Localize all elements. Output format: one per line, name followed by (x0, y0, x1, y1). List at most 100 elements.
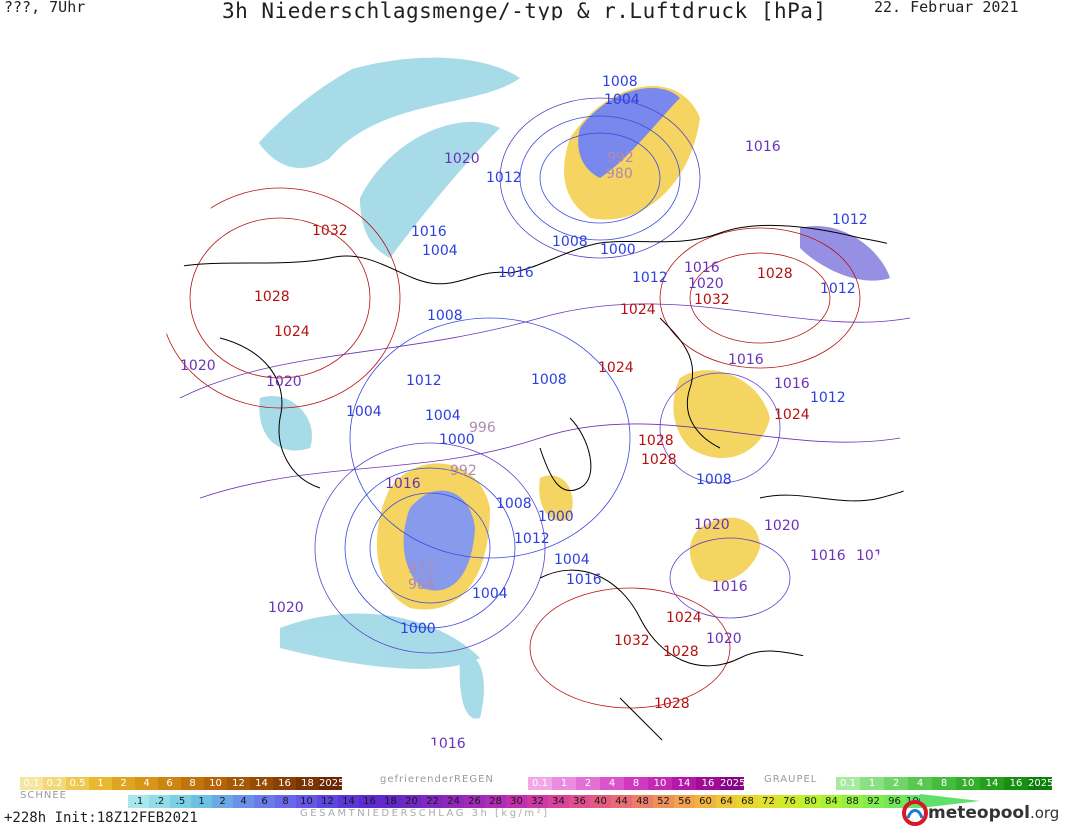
pressure-label: 1004 (346, 404, 382, 420)
legend-swatch: 80 (800, 795, 821, 808)
pressure-label: 1004 (425, 408, 461, 424)
meteopool-logo[interactable]: meteopool.org (902, 800, 1059, 826)
pressure-label: 1032 (694, 292, 730, 308)
freezing-rain-legend-title: gefrierenderREGEN (380, 774, 494, 785)
pressure-label: 984 (408, 577, 435, 593)
legend-swatch: 64 (716, 795, 737, 808)
pressure-label: 996 (469, 420, 496, 436)
legend-arrow-icon (920, 794, 980, 808)
pressure-label: 992 (607, 150, 634, 166)
legend-swatch: 0.2 (43, 777, 66, 790)
legend-swatch: 1 (89, 777, 112, 790)
legend-swatch: 4 (908, 777, 932, 790)
legend-swatch: 6 (158, 777, 181, 790)
legend-swatch: 28 (485, 795, 506, 808)
legend-swatch: 0.5 (66, 777, 89, 790)
legend-swatch: 36 (569, 795, 590, 808)
pressure-label: 1000 (600, 242, 636, 258)
pressure-label: 1020 (694, 517, 730, 533)
legend-swatch: 1 (860, 777, 884, 790)
legend-swatch: 8 (181, 777, 204, 790)
legend-swatch: 96 (884, 795, 905, 808)
legend-swatch: 22 (422, 795, 443, 808)
pressure-label: 1016 (498, 265, 534, 281)
legend-swatch: 32 (527, 795, 548, 808)
pressure-label: 1012 (406, 373, 442, 389)
pressure-label: 1008 (427, 308, 463, 324)
legend-swatch: 18 (380, 795, 401, 808)
legend-swatch: 0.1 (836, 777, 860, 790)
chart-title: 3h Niederschlagsmenge/-typ & r.Luftdruck… (222, 0, 827, 23)
pressure-label: 1016 (430, 736, 466, 752)
pressure-label: 1008 (602, 74, 638, 90)
pressure-label: 1016 (684, 260, 720, 276)
legend-swatch: 2025+ (1028, 777, 1052, 790)
pressure-label: 1024 (620, 302, 656, 318)
pressure-label: 1016 (566, 572, 602, 588)
legend-swatch: 56 (674, 795, 695, 808)
legend-swatch: 60 (695, 795, 716, 808)
legend-swatch: 8 (932, 777, 956, 790)
legend-swatch: 44 (611, 795, 632, 808)
legend-swatch: 40 (590, 795, 611, 808)
pressure-label: 1004 (554, 552, 590, 568)
pressure-label: 1020 (706, 631, 742, 647)
legend-swatch: .1 (128, 795, 149, 808)
pressure-label: 1012 (810, 390, 846, 406)
isobars (162, 97, 911, 709)
legend-swatch: 6 (254, 795, 275, 808)
legend-swatch: 0.1 (528, 777, 552, 790)
pressure-label: 1020 (764, 518, 800, 534)
legend-swatch: 12 (317, 795, 338, 808)
meteopool-logo-icon (902, 800, 928, 826)
pressure-label: 1020 (180, 358, 216, 374)
legend-swatch: 88 (842, 795, 863, 808)
legend-swatch: 8 (275, 795, 296, 808)
legend-swatch: 76 (779, 795, 800, 808)
snow-legend-title: SCHNEE (20, 790, 67, 801)
legend-swatch: 26 (464, 795, 485, 808)
legend-swatch: .2 (149, 795, 170, 808)
pressure-label: 992 (450, 463, 477, 479)
pressure-label: 1028 (663, 644, 699, 660)
legend-swatch: 10 (956, 777, 980, 790)
legend-swatch: 10 (648, 777, 672, 790)
legend-swatch: 14 (250, 777, 273, 790)
pressure-label: 1016 (856, 548, 892, 564)
legend-swatch: 52 (653, 795, 674, 808)
pressure-label: 1020 (268, 600, 304, 616)
pressure-label: 1008 (696, 472, 732, 488)
legend-swatch: .5 (170, 795, 191, 808)
legend-swatch: 18 (296, 777, 319, 790)
pressure-label: 1016 (810, 548, 846, 564)
legend-swatch: 16 (273, 777, 296, 790)
legend-swatch: 14 (980, 777, 1004, 790)
legend-swatch: 68 (737, 795, 758, 808)
total-precip-legend: .1.2.5 1 2 4 6 8 10 12 14 16 18 20 22 24 26 28 30 32 34 36 4… (128, 795, 926, 808)
legend-swatch: 14 (672, 777, 696, 790)
legend-swatch: 12 (227, 777, 250, 790)
pressure-label: 1028 (254, 289, 290, 305)
legend-swatch: 10 (204, 777, 227, 790)
meteopool-logo-text: meteopool.org (928, 803, 1060, 823)
pressure-label: 1028 (654, 696, 690, 712)
valid-time-label: ???, 7Uhr (4, 0, 86, 16)
pressure-label: 1008 (552, 234, 588, 250)
pressure-label: 1012 (632, 270, 668, 286)
legend-swatch: 2 (884, 777, 908, 790)
graupel-legend-title: GRAUPEL (764, 774, 818, 785)
pressure-label: 1028 (641, 452, 677, 468)
pressure-label: 1032 (312, 223, 348, 239)
pressure-label: 1016 (745, 139, 781, 155)
pressure-label: 1000 (439, 432, 475, 448)
legend-swatch: 2 (576, 777, 600, 790)
chart-date: 22. Februar 2021 (874, 0, 1019, 16)
total-precip-legend-title: GESAMTNIEDERSCHLAG 3h [kg/m²] (300, 808, 550, 819)
pressure-label: 1000 (538, 509, 574, 525)
legend-swatch: 34 (548, 795, 569, 808)
pressure-label: 1016 (411, 224, 447, 240)
